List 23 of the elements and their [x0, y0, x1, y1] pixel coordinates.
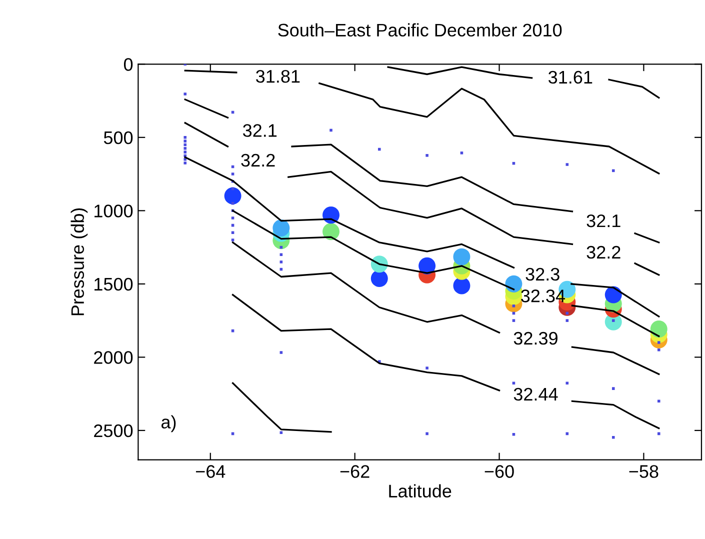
- y-tick-label: 2500: [94, 424, 133, 438]
- x-axis-title: Latitude: [389, 484, 452, 498]
- x-tick-label: −62: [340, 465, 370, 478]
- x-tick-label: −64: [196, 465, 226, 478]
- y-tick-label: 1500: [94, 278, 133, 291]
- y-tick-label: 500: [104, 131, 133, 144]
- text: 32.1: [242, 124, 277, 137]
- y-axis-title: Pressure (db): [70, 208, 88, 316]
- x-tick-label: −58: [629, 465, 658, 478]
- x-tick-label: −60: [484, 465, 514, 478]
- series-label: 31.81: [256, 70, 300, 83]
- text: 32.2: [241, 154, 275, 167]
- y-tick-label: 1000: [94, 204, 133, 218]
- series-label: 32.3: [526, 268, 560, 281]
- y-tick-label: 2000: [94, 351, 133, 364]
- series-label: 31.61: [548, 70, 592, 84]
- series-label: 32.44: [514, 388, 558, 401]
- series-label: 32.39: [514, 332, 558, 345]
- annotation: a): [161, 415, 176, 432]
- chart-title: South–East Pacific December 2010: [278, 23, 562, 37]
- series-label: 32.2: [586, 246, 620, 259]
- series-label: 32.1: [586, 214, 620, 228]
- y-tick-label: 0: [124, 58, 133, 71]
